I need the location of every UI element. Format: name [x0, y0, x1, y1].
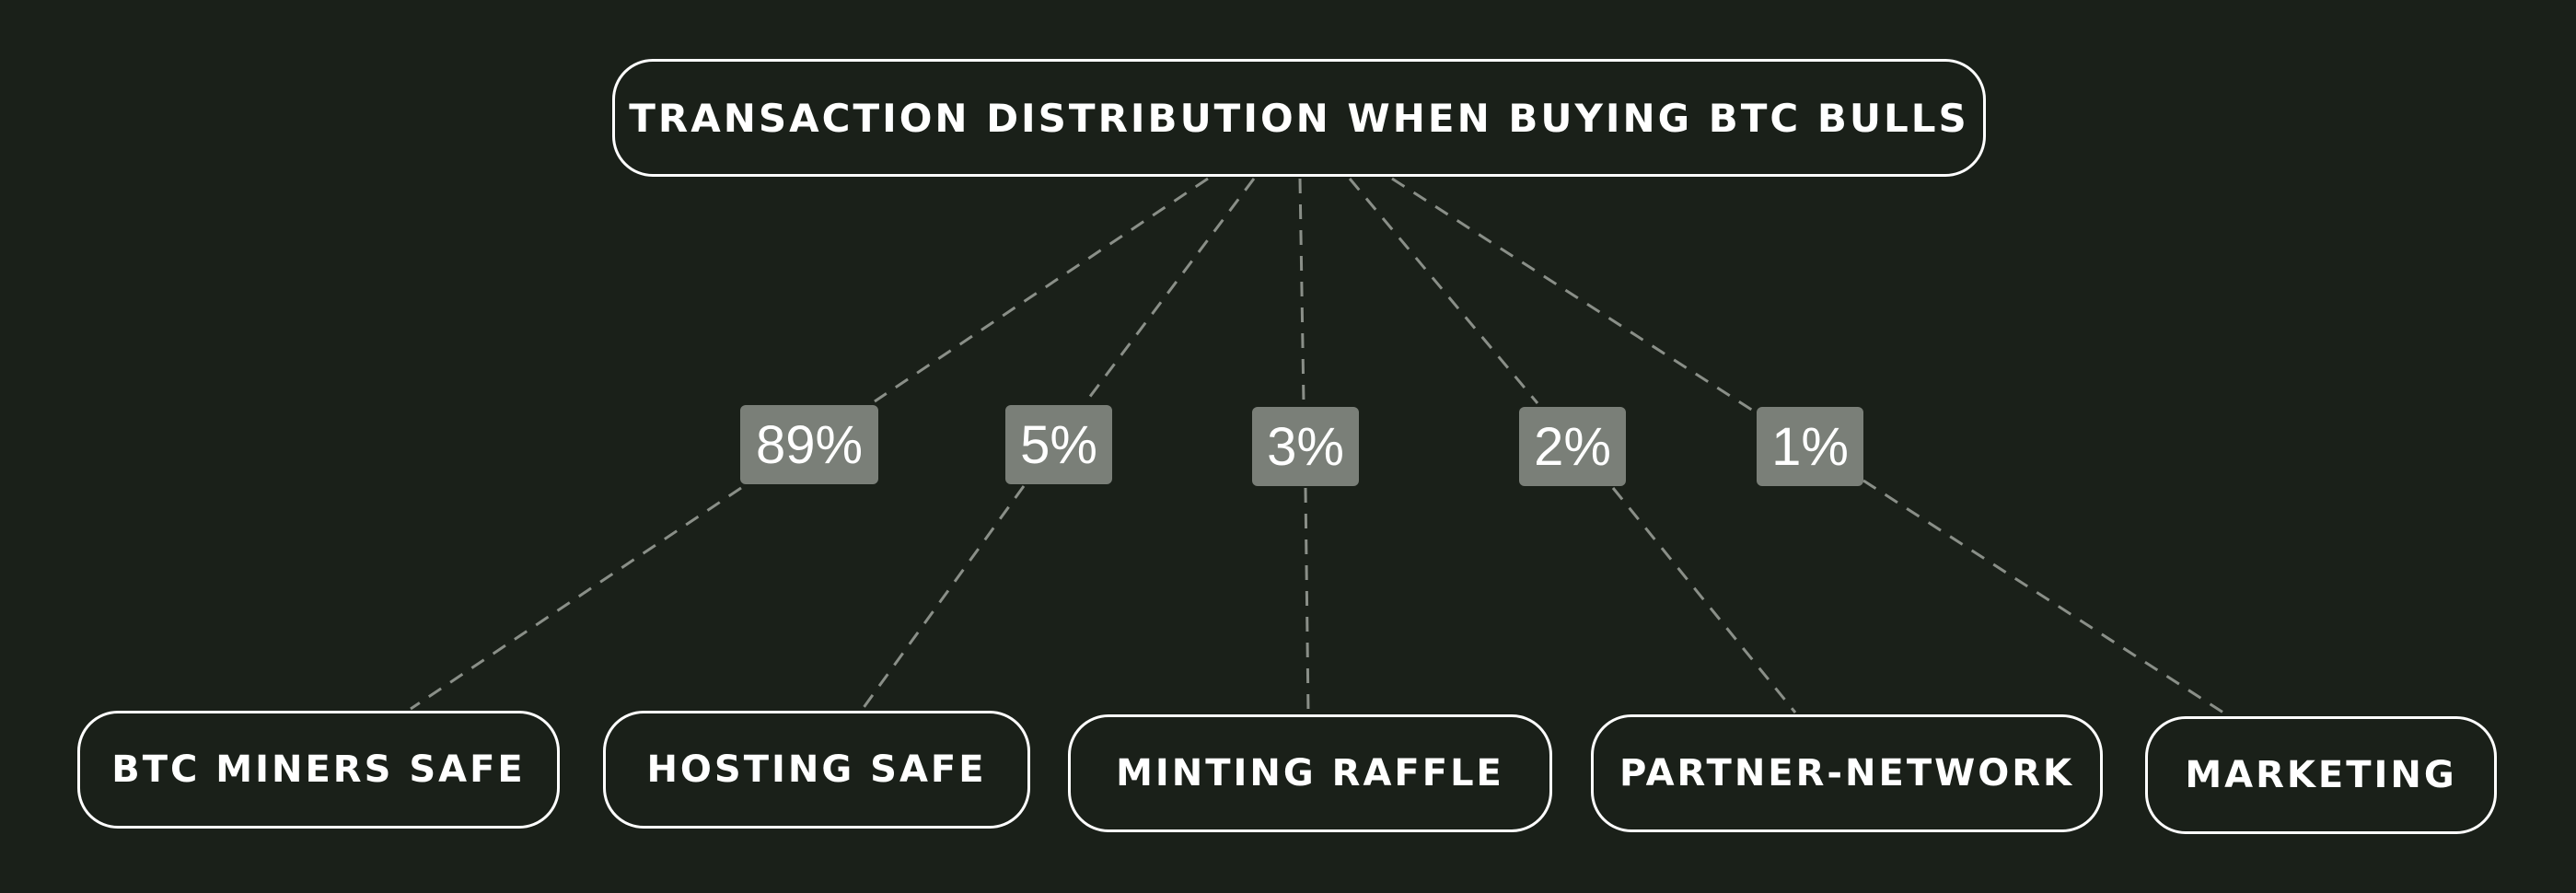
root-node: TRANSACTION DISTRIBUTION WHEN BUYING BTC…: [612, 59, 1986, 177]
child-node-label: MINTING RAFFLE: [1116, 752, 1504, 794]
child-node-label: HOSTING SAFE: [646, 748, 987, 791]
percent-label-miners: 89%: [740, 405, 878, 484]
root-node-label: TRANSACTION DISTRIBUTION WHEN BUYING BTC…: [629, 95, 1969, 141]
child-node-label: BTC MINERS SAFE: [111, 748, 526, 791]
child-node-hosting-safe: HOSTING SAFE: [603, 711, 1030, 829]
percent-label-marketing: 1%: [1757, 407, 1863, 486]
edges: [410, 177, 2227, 716]
edge-raffle-lower: [1304, 487, 1310, 713]
percent-label-raffle: 3%: [1252, 407, 1359, 486]
edge-partner-upper: [1348, 178, 1539, 404]
edge-partner-lower: [1611, 487, 1797, 713]
child-node-minting-raffle: MINTING RAFFLE: [1068, 714, 1552, 832]
child-node-label: MARKETING: [2185, 754, 2457, 796]
edge-marketing-lower: [1862, 479, 2227, 716]
edge-miners-lower: [410, 486, 742, 711]
child-node-label: PARTNER-NETWORK: [1619, 752, 2075, 794]
edge-raffle-upper: [1298, 178, 1305, 404]
edge-miners-upper: [874, 177, 1209, 403]
percent-label-hosting: 5%: [1005, 405, 1112, 484]
percent-label-partner: 2%: [1519, 407, 1626, 486]
edge-hosting-lower: [861, 485, 1026, 710]
child-node-partner-network: PARTNER-NETWORK: [1591, 714, 2103, 832]
child-node-btc-miners-safe: BTC MINERS SAFE: [77, 711, 560, 829]
edge-hosting-upper: [1085, 178, 1256, 402]
child-node-marketing: MARKETING: [2145, 716, 2497, 834]
edge-marketing-upper: [1391, 177, 1754, 412]
